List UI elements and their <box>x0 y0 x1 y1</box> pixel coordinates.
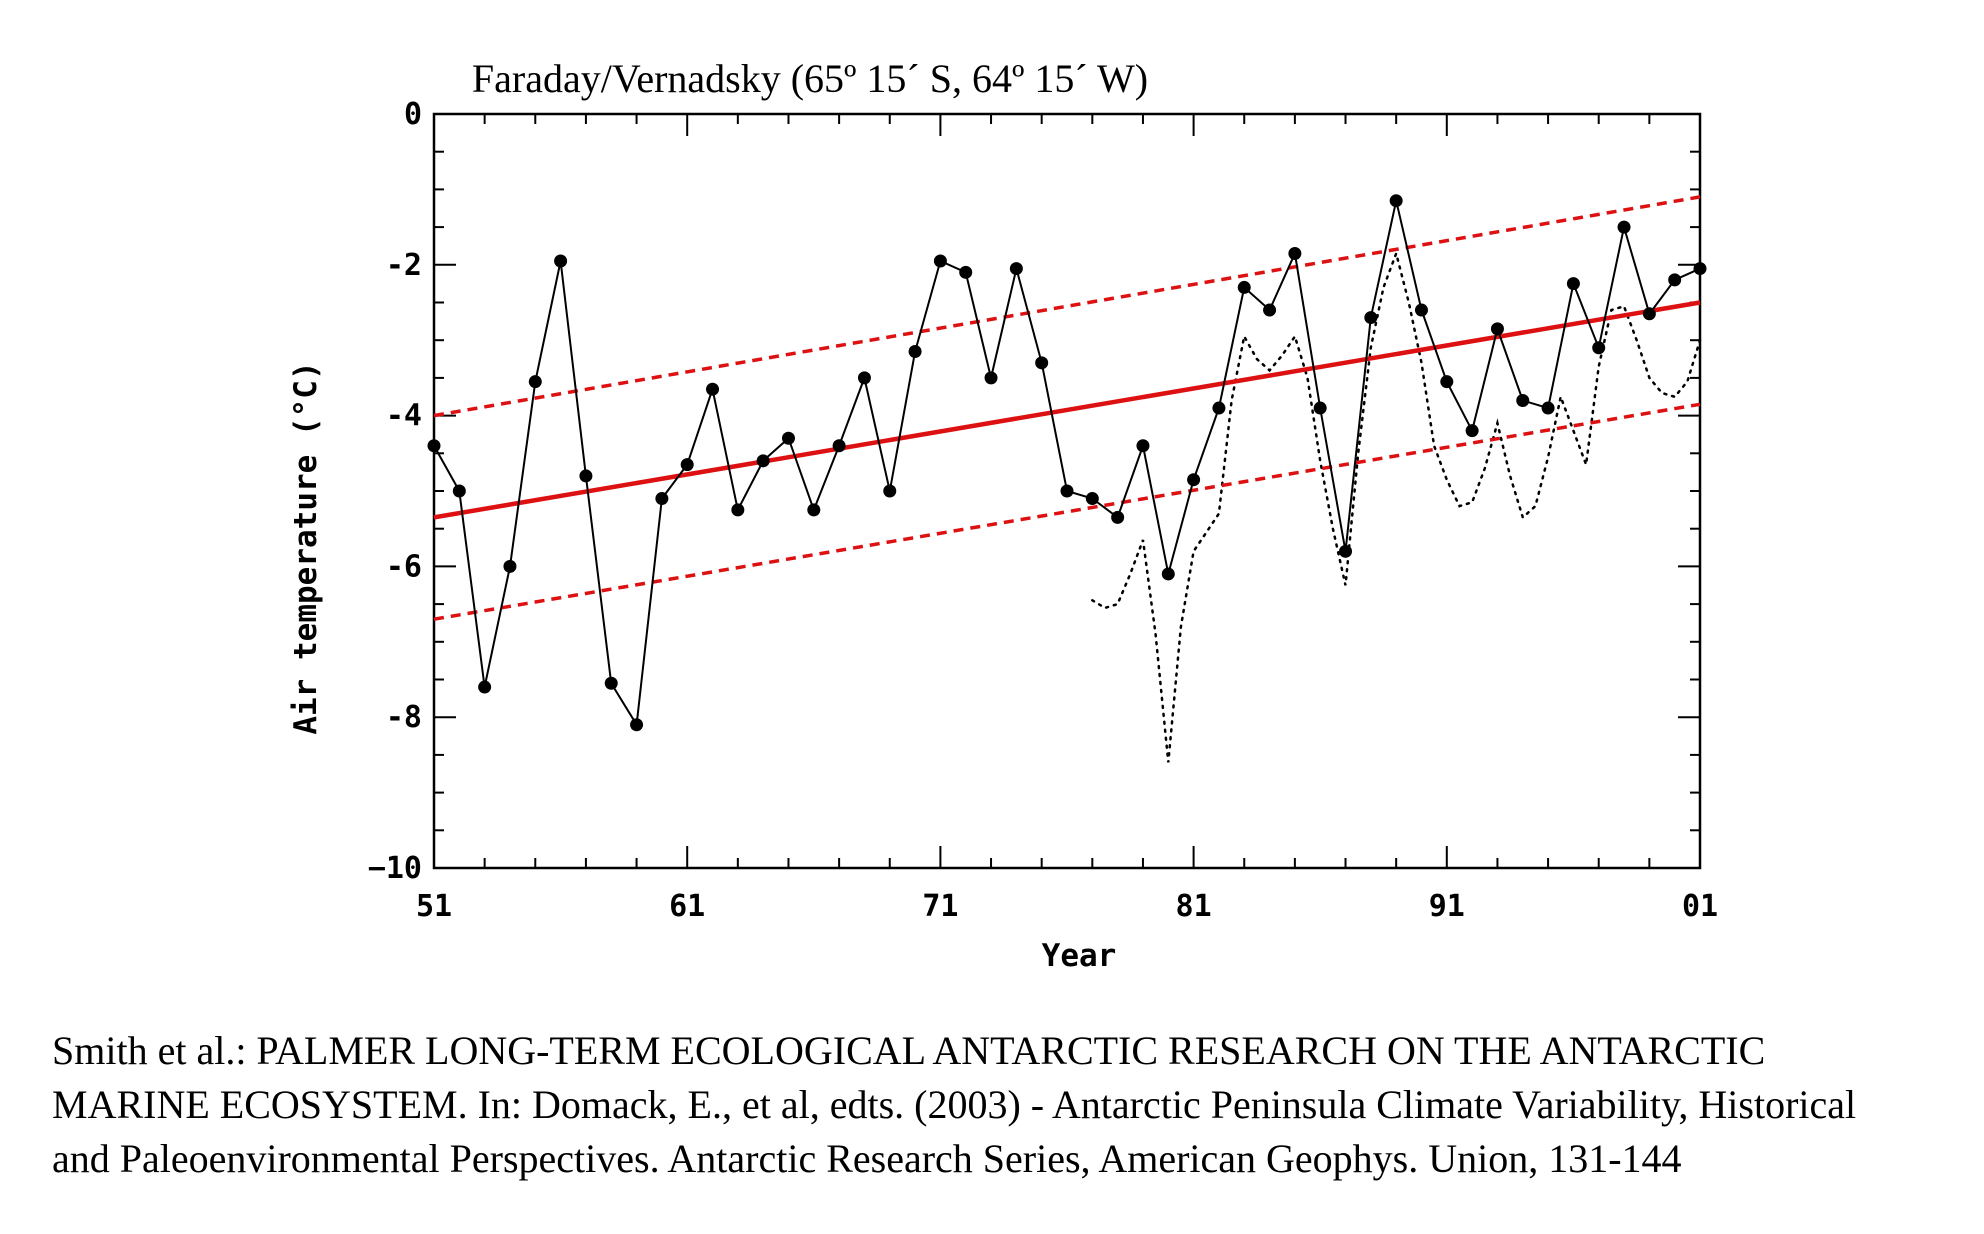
data-point <box>908 345 922 359</box>
data-point <box>807 503 821 517</box>
data-point <box>1237 280 1251 294</box>
data-point <box>554 254 568 268</box>
y-tick-label: -4 <box>386 399 422 434</box>
dotted-series-line <box>1091 249 1702 763</box>
data-series <box>433 195 1702 763</box>
x-tick-label: 51 <box>416 889 452 924</box>
data-point <box>1339 544 1353 558</box>
chart-title: Faraday/Vernadsky (65º 15´ S, 64º 15´ W) <box>472 56 1148 101</box>
data-point <box>427 439 441 453</box>
data-point <box>1465 424 1479 438</box>
data-point <box>883 484 897 498</box>
data-point <box>630 718 644 732</box>
data-point <box>579 469 593 483</box>
y-axis-label: Air temperature (°C) <box>288 361 324 734</box>
x-tick-label: 71 <box>922 889 958 924</box>
data-point <box>503 559 517 573</box>
x-tick-label: 91 <box>1429 889 1465 924</box>
data-point <box>528 375 542 389</box>
data-point <box>1516 394 1530 408</box>
x-tick-label: 81 <box>1176 889 1212 924</box>
data-point <box>756 454 770 468</box>
data-point <box>857 371 871 385</box>
upper-bound-line <box>433 195 1701 418</box>
y-tick-label: -6 <box>386 549 422 584</box>
citation-caption: Smith et al.: PALMER LONG-TERM ECOLOGICA… <box>52 1024 1952 1186</box>
data-point <box>832 439 846 453</box>
caption-line-3: and Paleoenvironmental Perspectives. Ant… <box>52 1136 1682 1181</box>
data-point <box>984 371 998 385</box>
data-markers <box>427 194 1707 732</box>
data-point <box>680 458 694 472</box>
data-point <box>959 265 973 279</box>
data-point <box>1440 375 1454 389</box>
caption-line-1: Smith et al.: PALMER LONG-TERM ECOLOGICA… <box>52 1028 1766 1073</box>
data-point <box>1060 484 1074 498</box>
data-point <box>1364 311 1378 325</box>
data-point <box>1288 246 1302 260</box>
data-point <box>1490 322 1504 336</box>
data-point <box>1212 401 1226 415</box>
data-point <box>1668 273 1682 287</box>
trend-line <box>433 300 1701 520</box>
x-axis-label: Year <box>1042 938 1117 974</box>
lower-bound-line <box>433 402 1701 621</box>
data-point <box>1085 492 1099 506</box>
data-point <box>1592 341 1606 355</box>
y-tick-labels: 0 -2 -4 -6 -8 −10 <box>368 97 422 886</box>
data-point <box>933 254 947 268</box>
data-point <box>1263 303 1277 317</box>
temperature-chart: Faraday/Vernadsky (65º 15´ S, 64º 15´ W)… <box>288 56 1718 974</box>
data-point <box>1389 194 1403 208</box>
data-point <box>781 431 795 445</box>
data-point <box>706 382 720 396</box>
data-point <box>452 484 466 498</box>
data-point <box>1111 510 1125 524</box>
y-tick-label: -8 <box>386 700 422 735</box>
data-point <box>1313 401 1327 415</box>
x-tick-label: 01 <box>1682 889 1718 924</box>
data-point <box>1161 567 1175 581</box>
data-point <box>1009 262 1023 276</box>
data-point <box>1642 307 1656 321</box>
data-point <box>1617 220 1631 234</box>
data-point <box>1566 277 1580 291</box>
x-tick-label: 61 <box>669 889 705 924</box>
annual-temperature-line <box>433 200 1701 728</box>
data-point <box>1541 401 1555 415</box>
data-point <box>604 676 618 690</box>
data-point <box>1035 356 1049 370</box>
data-point <box>1187 473 1201 487</box>
y-tick-label: −10 <box>368 851 422 886</box>
data-point <box>655 492 669 506</box>
data-point <box>731 503 745 517</box>
x-tick-labels: 51 61 71 81 91 01 <box>416 889 1718 924</box>
caption-line-2: MARINE ECOSYSTEM. In: Domack, E., et al,… <box>52 1082 1857 1127</box>
y-tick-label: -2 <box>386 248 422 283</box>
y-tick-label: 0 <box>404 97 422 132</box>
data-point <box>1136 439 1150 453</box>
data-point <box>478 680 492 694</box>
data-point <box>1414 303 1428 317</box>
data-point <box>1693 262 1707 276</box>
